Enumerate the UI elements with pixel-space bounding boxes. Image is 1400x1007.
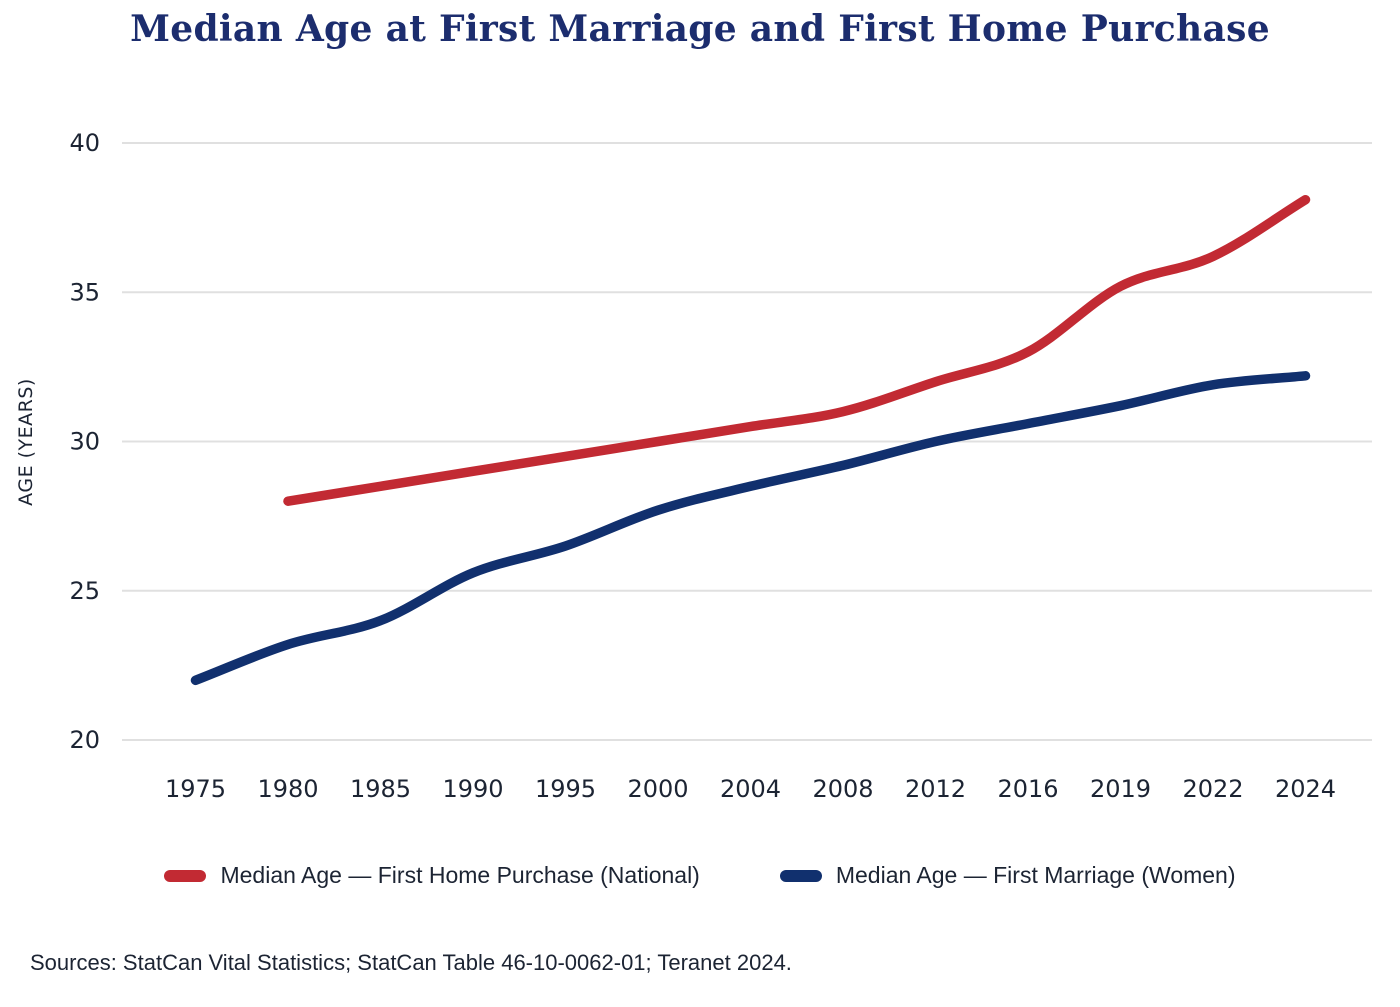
line-chart: 20 25 30 35 40 1975 1980 1985 1990 1995 2000 2004 2… [15,129,1372,803]
x-tick-label: 2004 [720,775,781,803]
y-axis-label: AGE (YEARS) [15,378,37,506]
x-axis-ticks: 1975 1980 1985 1990 1995 2000 2004 2008 2012 2016… [165,775,1336,803]
x-tick-label: 2016 [997,775,1058,803]
series-lines-group [190,194,1311,686]
x-tick-label: 1975 [165,775,226,803]
y-tick-label: 30 [69,428,100,456]
x-tick-label: 2000 [627,775,688,803]
legend-item-home-purchase: Median Age — First Home Purchase (Nation… [164,862,700,889]
legend: Median Age — First Home Purchase (Nation… [0,862,1400,889]
legend-swatch-first-marriage-icon [779,869,822,882]
x-tick-label: 1985 [350,775,411,803]
y-tick-label: 40 [69,129,100,157]
y-axis-ticks: 20 25 30 35 40 [69,129,100,754]
legend-item-first-marriage: Median Age — First Marriage (Women) [779,862,1236,889]
x-tick-label: 2012 [905,775,966,803]
x-tick-label: 1990 [442,775,503,803]
legend-label-first-marriage: Median Age — First Marriage (Women) [835,862,1236,888]
y-tick-label: 20 [69,726,100,754]
sources-note: Sources: StatCan Vital Statistics; StatC… [30,950,792,975]
x-tick-label: 1980 [257,775,318,803]
legend-swatch-home-purchase-icon [164,869,207,882]
chart-title: Median Age at First Marriage and First H… [130,8,1270,50]
legend-label-home-purchase: Median Age — First Home Purchase (Nation… [220,862,700,888]
gridlines-group [122,142,1372,741]
x-tick-label: 2022 [1182,775,1243,803]
x-tick-label: 2019 [1090,775,1151,803]
x-tick-label: 2024 [1275,775,1336,803]
series-line-home-purchase [283,194,1311,506]
y-tick-label: 35 [69,278,100,306]
series-line-first-marriage [190,371,1311,686]
x-tick-label: 1995 [535,775,596,803]
y-tick-label: 25 [69,577,100,605]
x-tick-label: 2008 [812,775,873,803]
